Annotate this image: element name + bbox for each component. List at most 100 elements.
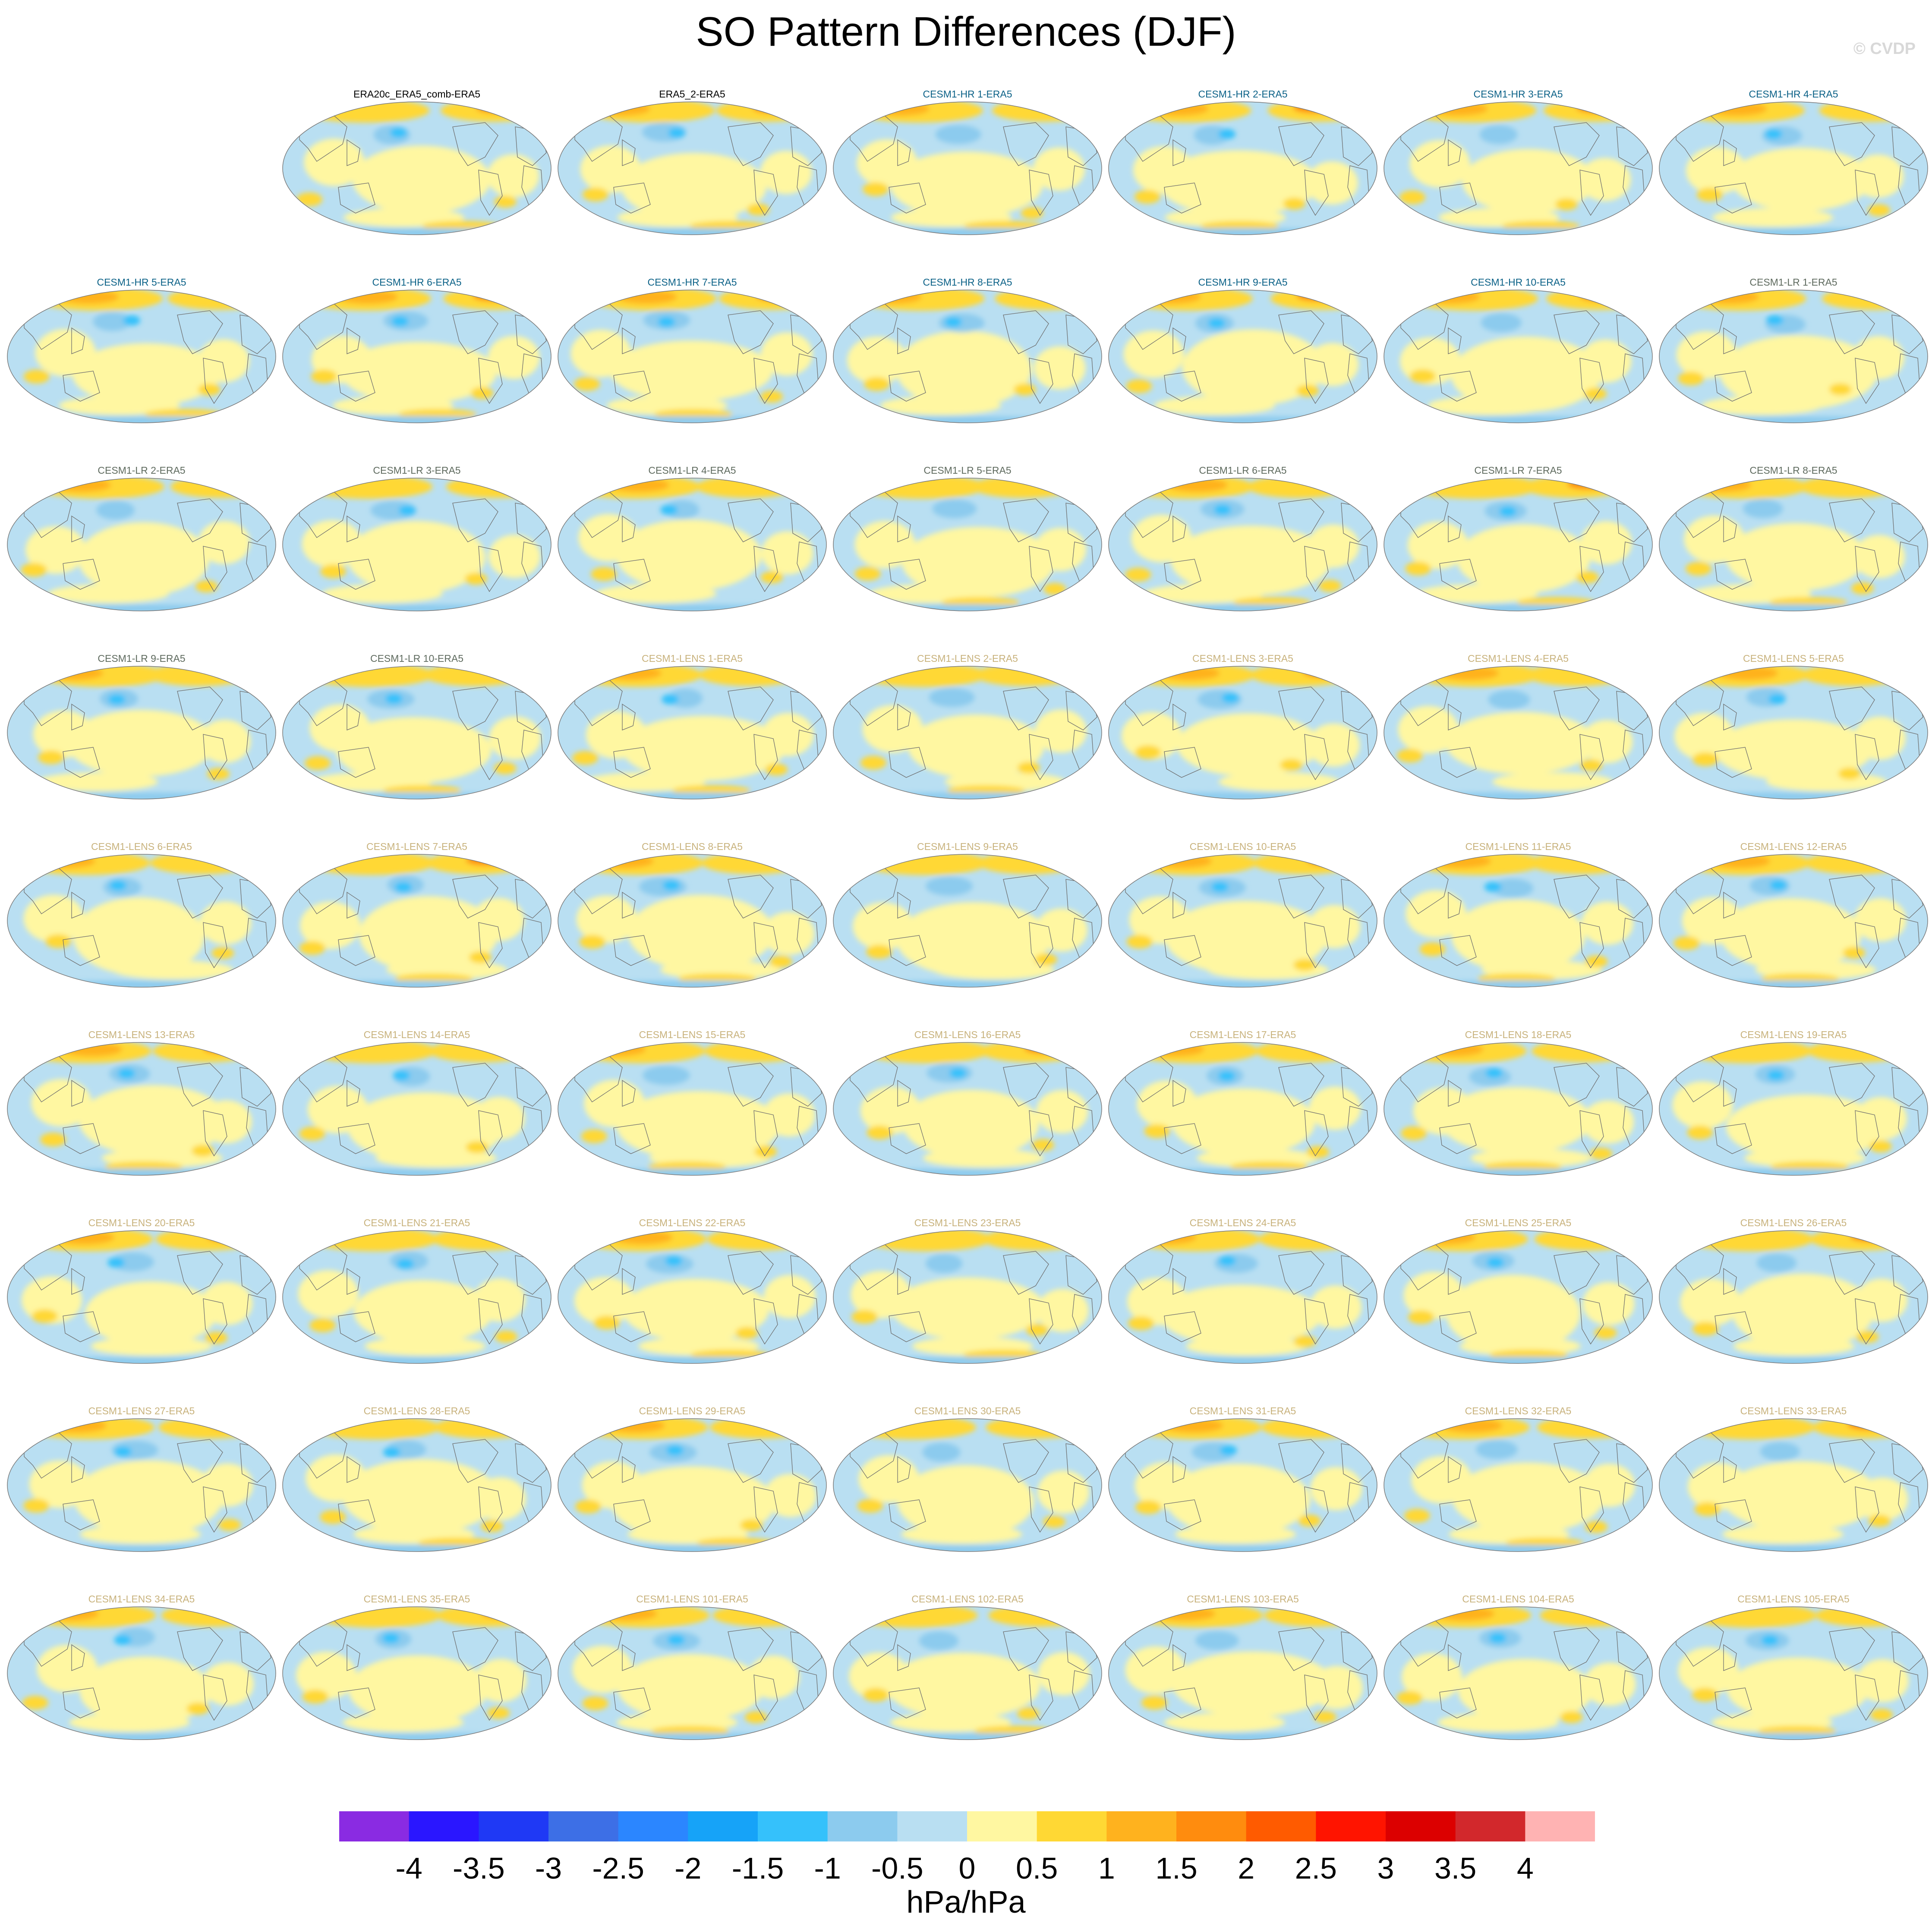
map-panel: CESM1-LENS 29-ERA5 [558, 1405, 827, 1586]
panel-label: CESM1-LR 7-ERA5 [1474, 465, 1562, 476]
world-map [7, 1230, 276, 1364]
panel-label: CESM1-HR 4-ERA5 [1749, 88, 1838, 100]
world-map [7, 1418, 276, 1552]
watermark: © CVDP [1853, 40, 1916, 58]
world-map [282, 101, 552, 235]
panel-label: CESM1-LR 9-ERA5 [98, 653, 186, 664]
world-map [7, 854, 276, 988]
panel-label: CESM1-LENS 14-ERA5 [363, 1029, 470, 1040]
map-panel: CESM1-LR 9-ERA5 [7, 652, 276, 834]
colorbar-swatch [1316, 1811, 1386, 1841]
map-panel: CESM1-LENS 11-ERA5 [1384, 840, 1653, 1022]
panel-label: CESM1-LR 3-ERA5 [373, 465, 461, 476]
map-panel: CESM1-HR 9-ERA5 [1108, 276, 1377, 457]
colorbar-tick-label: 2 [1238, 1851, 1255, 1885]
colorbar-tick-label: 1.5 [1155, 1851, 1198, 1885]
world-map [558, 1230, 827, 1364]
world-map [833, 854, 1102, 988]
world-map [558, 854, 827, 988]
world-map [1108, 478, 1377, 611]
world-map [1108, 1230, 1377, 1364]
panel-label: CESM1-LENS 31-ERA5 [1189, 1405, 1296, 1416]
map-panel: CESM1-LENS 6-ERA5 [7, 840, 276, 1022]
world-map [833, 1042, 1102, 1176]
world-map [1108, 1418, 1377, 1552]
panel-label: CESM1-LENS 103-ERA5 [1187, 1593, 1299, 1605]
map-panel: CESM1-LENS 13-ERA5 [7, 1029, 276, 1210]
world-map [7, 478, 276, 611]
panel-label: CESM1-LENS 9-ERA5 [917, 841, 1018, 852]
colorbar-swatch [688, 1811, 758, 1841]
colorbar-tick-label: -3 [535, 1851, 562, 1885]
map-panel: CESM1-LENS 10-ERA5 [1108, 840, 1377, 1022]
map-panel: CESM1-LENS 22-ERA5 [558, 1217, 827, 1398]
panel-label: CESM1-LENS 25-ERA5 [1465, 1217, 1572, 1228]
panel-label: CESM1-HR 2-ERA5 [1198, 88, 1288, 100]
colorbar-tick-label: -0.5 [871, 1851, 923, 1885]
map-panel: CESM1-LENS 16-ERA5 [833, 1029, 1102, 1210]
panel-label: CESM1-LENS 6-ERA5 [91, 841, 192, 852]
colorbar-tick-label: -2.5 [592, 1851, 644, 1885]
panel-label: CESM1-LENS 10-ERA5 [1189, 841, 1296, 852]
colorbar-swatch [1106, 1811, 1177, 1841]
panel-label: CESM1-LR 2-ERA5 [98, 465, 186, 476]
world-map [1659, 854, 1928, 988]
colorbar-tick-label: 2.5 [1295, 1851, 1337, 1885]
world-map [558, 1606, 827, 1740]
map-panel: CESM1-LENS 4-ERA5 [1384, 652, 1653, 834]
colorbar-tick-label: -1 [814, 1851, 841, 1885]
world-map [7, 1042, 276, 1176]
colorbar-units: hPa/hPa [906, 1885, 1026, 1920]
world-map [1108, 1606, 1377, 1740]
map-panel: CESM1-LENS 8-ERA5 [558, 840, 827, 1022]
map-panel: CESM1-LENS 15-ERA5 [558, 1029, 827, 1210]
map-panel: CESM1-LENS 1-ERA5 [558, 652, 827, 834]
map-panel: CESM1-LENS 104-ERA5 [1384, 1593, 1653, 1774]
map-panel: CESM1-LENS 9-ERA5 [833, 840, 1102, 1022]
panel-label: CESM1-LENS 12-ERA5 [1740, 841, 1847, 852]
map-panel: CESM1-HR 7-ERA5 [558, 276, 827, 457]
panel-label: CESM1-LENS 22-ERA5 [639, 1217, 746, 1228]
world-map [558, 1418, 827, 1552]
colorbar-swatch [618, 1811, 688, 1841]
map-panel: CESM1-LENS 3-ERA5 [1108, 652, 1377, 834]
map-panel: CESM1-LENS 30-ERA5 [833, 1405, 1102, 1586]
world-map [558, 290, 827, 423]
panel-label: CESM1-LR 4-ERA5 [648, 465, 736, 476]
colorbar-tick-label: -1.5 [731, 1851, 784, 1885]
map-panel: CESM1-LENS 2-ERA5 [833, 652, 1102, 834]
world-map [833, 1230, 1102, 1364]
world-map [282, 1418, 552, 1552]
world-map [282, 666, 552, 799]
world-map [1659, 1418, 1928, 1552]
panel-label: CESM1-HR 7-ERA5 [647, 277, 737, 288]
panel-label: CESM1-HR 9-ERA5 [1198, 277, 1288, 288]
panel-label: CESM1-LENS 105-ERA5 [1737, 1593, 1850, 1605]
panel-label: CESM1-LENS 19-ERA5 [1740, 1029, 1847, 1040]
world-map [833, 290, 1102, 423]
world-map [1108, 101, 1377, 235]
world-map [1108, 1042, 1377, 1176]
map-panel: CESM1-LR 2-ERA5 [7, 464, 276, 645]
map-panel: CESM1-HR 3-ERA5 [1384, 88, 1653, 269]
world-map [833, 101, 1102, 235]
panel-label: CESM1-LENS 30-ERA5 [914, 1405, 1021, 1416]
map-panel: CESM1-LENS 14-ERA5 [282, 1029, 552, 1210]
map-panel: CESM1-LR 1-ERA5 [1659, 276, 1928, 457]
panel-label: CESM1-LENS 15-ERA5 [639, 1029, 746, 1040]
world-map [1384, 1230, 1653, 1364]
world-map [1384, 101, 1653, 235]
panel-label: CESM1-HR 6-ERA5 [372, 277, 462, 288]
world-map [1384, 1418, 1653, 1552]
world-map [833, 478, 1102, 611]
panel-label: ERA5_2-ERA5 [659, 88, 725, 100]
page-title: SO Pattern Differences (DJF) [696, 9, 1236, 55]
panel-label: CESM1-LR 1-ERA5 [1749, 277, 1837, 288]
colorbar-swatch [548, 1811, 619, 1841]
panel-label: CESM1-LENS 34-ERA5 [88, 1593, 195, 1605]
panel-label: CESM1-LENS 21-ERA5 [363, 1217, 470, 1228]
panel-label: CESM1-LR 10-ERA5 [370, 653, 464, 664]
world-map [1384, 666, 1653, 799]
panel-label: CESM1-HR 1-ERA5 [923, 88, 1012, 100]
panel-label: CESM1-LENS 17-ERA5 [1189, 1029, 1296, 1040]
